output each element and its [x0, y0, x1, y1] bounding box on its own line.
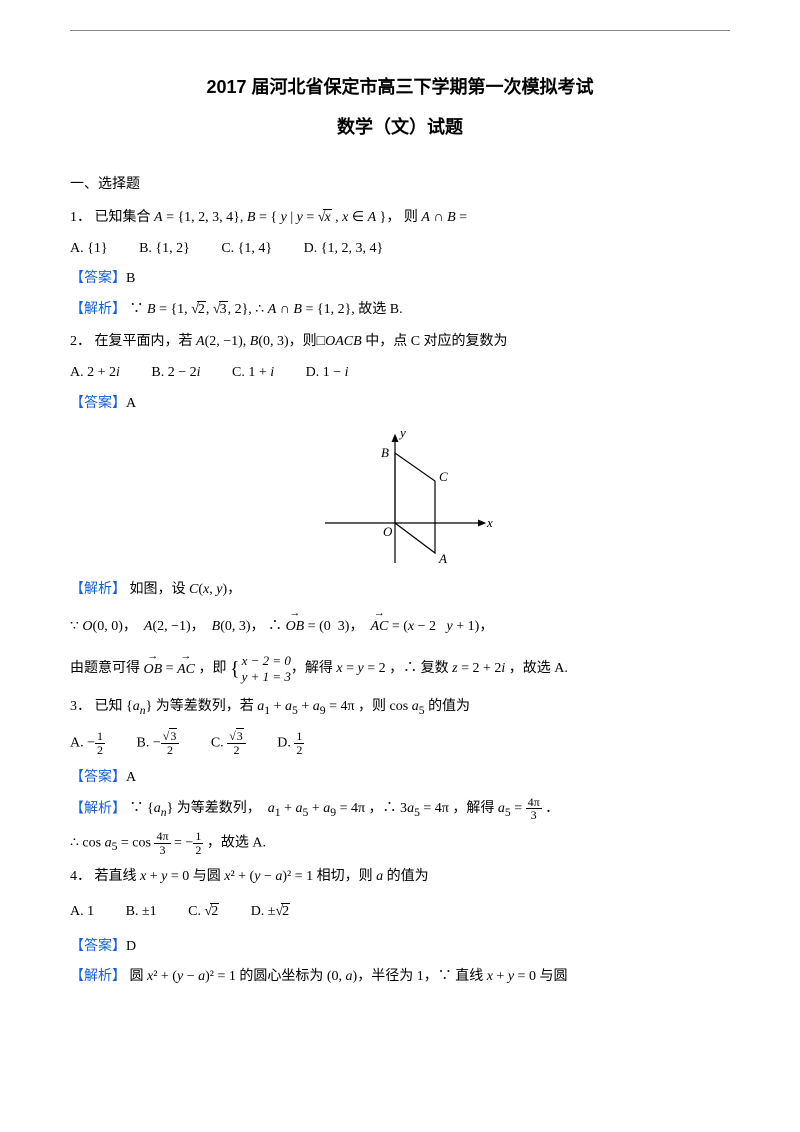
- explain-label: 【解析】: [70, 302, 126, 317]
- q4-explain-text: 圆 x² + (y − a)² = 1 的圆心坐标为 (0, a)，半径为 1，…: [130, 969, 568, 984]
- explain-label: 【解析】: [70, 801, 126, 816]
- q1-opt-b: B. {1, 2}: [139, 236, 190, 263]
- q2-explain-3: 由题意可得 OB = AC ，即 {x − 2 = 0y + 1 = 3，解得 …: [70, 650, 730, 688]
- q4-explain: 【解析】 圆 x² + (y − a)² = 1 的圆心坐标为 (0, a)，半…: [70, 964, 730, 991]
- explain-label: 【解析】: [70, 969, 126, 984]
- q2-answer-val: A: [126, 396, 136, 411]
- answer-label: 【答案】: [70, 396, 126, 411]
- q2-explain-1: 【解析】 如图，设 C(x, y)，: [70, 577, 730, 604]
- question-1: 1． 已知集合 A = {1, 2, 3, 4}, B = { y | y = …: [70, 205, 730, 232]
- question-4: 4． 若直线 x + y = 0 与圆 x² + (y − a)² = 1 相切…: [70, 864, 730, 891]
- svg-text:C: C: [439, 469, 448, 484]
- explain-label: 【解析】: [70, 582, 126, 597]
- q3-explain-a: ∵ {an} 为等差数列， a1 + a5 + a9 = 4π ，∴ 3a5 =…: [130, 801, 560, 816]
- svg-text:B: B: [381, 445, 389, 460]
- q4-opt-a: A. 1: [70, 899, 94, 926]
- exam-title-line1: 2017 届河北省保定市高三下学期第一次模拟考试: [70, 70, 730, 104]
- q3-num: 3．: [70, 699, 91, 714]
- section-heading: 一、选择题: [70, 172, 730, 199]
- q3-explain-2: ∴ cos a5 = cos 4π3 = −12 ，故选 A.: [70, 830, 730, 858]
- q3-explain-1: 【解析】 ∵ {an} 为等差数列， a1 + a5 + a9 = 4π ，∴ …: [70, 796, 730, 824]
- q3-opt-d: D. 12: [277, 730, 304, 757]
- q4-opt-b: B. ±1: [126, 899, 157, 926]
- answer-label: 【答案】: [70, 770, 126, 785]
- q1-opt-d: D. {1, 2, 3, 4}: [304, 236, 384, 263]
- svg-text:O: O: [383, 524, 393, 539]
- q4-options: A. 1 B. ±1 C. √2 D. ±√2: [70, 899, 730, 926]
- q1-answer: 【答案】B: [70, 266, 730, 293]
- q1-answer-val: B: [126, 271, 135, 286]
- q2-num: 2．: [70, 334, 91, 349]
- q4-num: 4．: [70, 869, 91, 884]
- q4-answer: 【答案】D: [70, 934, 730, 961]
- q4-answer-val: D: [126, 939, 136, 954]
- q2-text: 在复平面内，若 A(2, −1), B(0, 3)，则□OACB 中，点 C 对…: [95, 334, 508, 349]
- q1-opt-c: C. {1, 4}: [221, 236, 272, 263]
- q3-opt-a: A. −12: [70, 730, 105, 757]
- q3-opt-b: B. −√32: [137, 730, 180, 757]
- q1-opt-a: A. {1}: [70, 236, 108, 263]
- q2-opt-b: B. 2 − 2i: [151, 360, 200, 387]
- q4-opt-d: D. ±√2: [251, 899, 290, 926]
- q2-options: A. 2 + 2i B. 2 − 2i C. 1 + i D. 1 − i: [70, 360, 730, 387]
- svg-text:A: A: [438, 551, 447, 566]
- q1-text: 已知集合 A = {1, 2, 3, 4}, B = { y | y = √x …: [95, 210, 468, 225]
- q1-explain: 【解析】 ∵ B = {1, √2, √3, 2}, ∴ A ∩ B = {1,…: [70, 297, 730, 324]
- q2-explain-a: 如图，设 C(x, y)，: [130, 582, 242, 597]
- question-2: 2． 在复平面内，若 A(2, −1), B(0, 3)，则□OACB 中，点 …: [70, 329, 730, 356]
- svg-text:y: y: [398, 425, 406, 440]
- top-rule: [70, 30, 730, 31]
- q3-opt-c: C. √32: [211, 730, 246, 757]
- q4-opt-c: C. √2: [188, 899, 219, 926]
- q3-text: 已知 {an} 为等差数列，若 a1 + a5 + a9 = 4π ，则 cos…: [95, 699, 471, 714]
- question-3: 3． 已知 {an} 为等差数列，若 a1 + a5 + a9 = 4π ，则 …: [70, 694, 730, 722]
- q1-options: A. {1} B. {1, 2} C. {1, 4} D. {1, 2, 3, …: [70, 236, 730, 263]
- answer-label: 【答案】: [70, 271, 126, 286]
- q4-text: 若直线 x + y = 0 与圆 x² + (y − a)² = 1 相切，则 …: [95, 869, 429, 884]
- q2-explain-2: ∵ O(0, 0)， A(2, −1)， B(0, 3)， ∴ OB = (0 …: [70, 614, 730, 641]
- q3-options: A. −12 B. −√32 C. √32 D. 12: [70, 730, 730, 757]
- q2-opt-c: C. 1 + i: [232, 360, 274, 387]
- exam-title-line2: 数学（文）试题: [70, 110, 730, 144]
- answer-label: 【答案】: [70, 939, 126, 954]
- q2-opt-d: D. 1 − i: [306, 360, 349, 387]
- q1-num: 1．: [70, 210, 91, 225]
- q3-answer: 【答案】A: [70, 765, 730, 792]
- svg-text:x: x: [486, 515, 493, 530]
- q1-explain-text: ∵ B = {1, √2, √3, 2}, ∴ A ∩ B = {1, 2}, …: [130, 302, 403, 317]
- q3-answer-val: A: [126, 770, 136, 785]
- q2-figure: x y O A B C: [305, 423, 495, 573]
- q2-opt-a: A. 2 + 2i: [70, 360, 120, 387]
- q2-answer: 【答案】A: [70, 391, 730, 418]
